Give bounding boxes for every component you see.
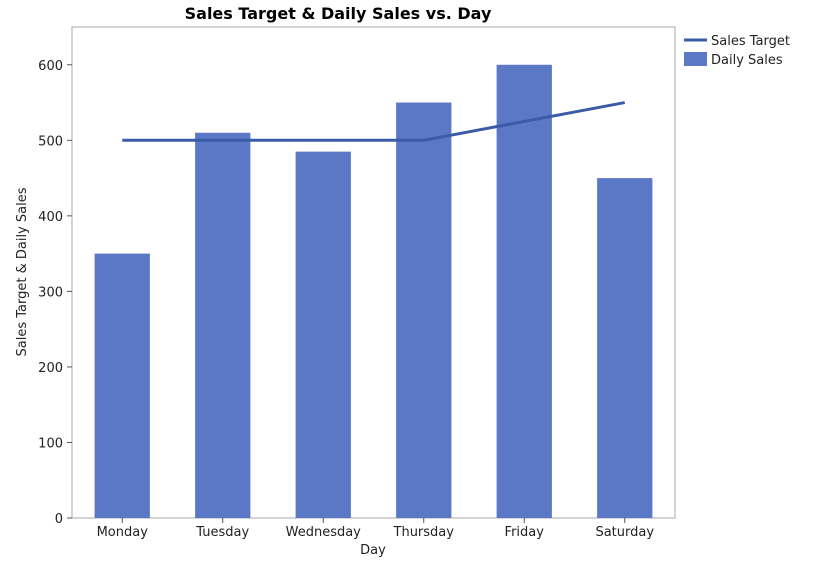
- y-tick-label: 300: [38, 285, 63, 300]
- x-axis: Monday Tuesday Wednesday Thursday Friday Satu…: [97, 518, 654, 540]
- y-tick-label: 500: [38, 134, 63, 149]
- x-tick-label: Saturday: [595, 525, 654, 540]
- x-tick-label: Tuesday: [195, 525, 249, 540]
- legend-label-sales-target: Sales Target: [711, 34, 790, 49]
- legend-label-daily-sales: Daily Sales: [711, 53, 783, 68]
- x-tick-label: Thursday: [393, 525, 455, 540]
- y-tick-label: 400: [38, 210, 63, 225]
- x-axis-label: Day: [360, 543, 386, 558]
- bar: [396, 102, 452, 519]
- chart-title: Sales Target & Daily Sales vs. Day: [185, 4, 492, 23]
- plot-frame: [71, 26, 676, 519]
- legend-swatch-daily-sales: [684, 52, 707, 66]
- bar: [94, 253, 150, 518]
- line-series: [122, 101, 626, 142]
- bar: [295, 151, 351, 518]
- bar-series: [94, 64, 653, 519]
- legend: Sales Target Daily Sales: [684, 34, 790, 68]
- x-tick-label: Monday: [97, 525, 149, 540]
- y-tick-label: 0: [55, 512, 63, 527]
- bar: [597, 178, 653, 519]
- y-axis-label: Sales Target & Daily Sales: [15, 187, 30, 356]
- y-tick-label: 200: [38, 361, 63, 376]
- y-axis: 0 100 200 300 400 500 600: [38, 59, 72, 527]
- bar: [195, 132, 251, 518]
- bar: [496, 64, 552, 519]
- x-tick-label: Wednesday: [286, 525, 362, 540]
- x-tick-label: Friday: [505, 525, 545, 540]
- y-tick-label: 100: [38, 436, 63, 451]
- y-tick-label: 600: [38, 59, 63, 74]
- sales-target-line: [122, 101, 626, 142]
